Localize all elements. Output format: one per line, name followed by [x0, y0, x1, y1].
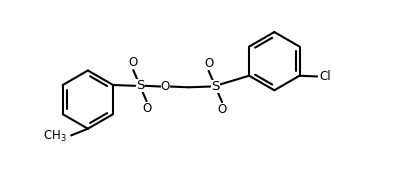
Text: Cl: Cl: [319, 70, 331, 83]
Text: S: S: [136, 79, 144, 92]
Text: O: O: [129, 56, 138, 69]
Text: O: O: [161, 80, 170, 93]
Text: CH$_3$: CH$_3$: [43, 129, 67, 144]
Text: O: O: [204, 57, 213, 70]
Text: O: O: [217, 103, 227, 116]
Text: S: S: [211, 80, 219, 93]
Text: O: O: [142, 102, 151, 115]
